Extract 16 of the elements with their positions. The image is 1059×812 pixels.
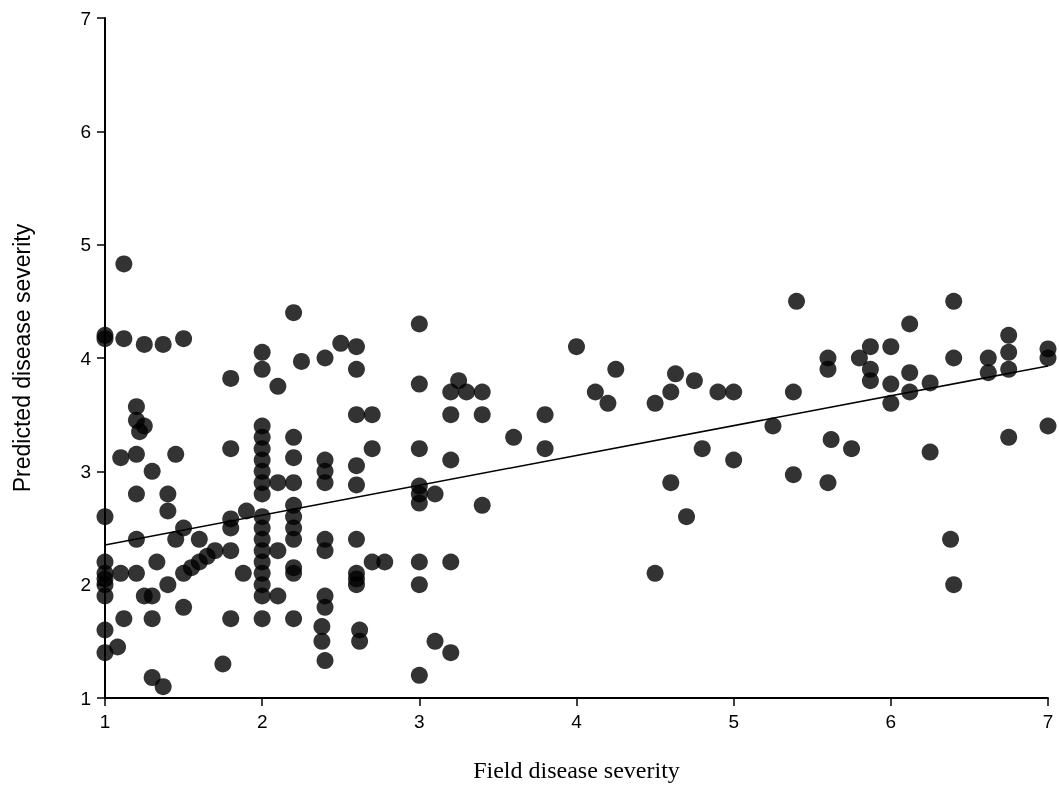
x-tick-label: 2 xyxy=(256,711,268,732)
y-tick-label: 5 xyxy=(80,234,91,256)
y-axis-title: Predicted disease severity xyxy=(8,223,35,493)
x-axis-title: Field disease severity xyxy=(473,757,680,783)
y-tick-label: 4 xyxy=(80,347,92,369)
x-tick-label: 1 xyxy=(99,711,111,732)
y-tick-label: 3 xyxy=(80,460,91,482)
x-tick-label: 4 xyxy=(571,711,583,732)
x-tick-label: 6 xyxy=(885,711,897,732)
y-tick-label: 1 xyxy=(80,687,91,709)
x-tick-label: 5 xyxy=(728,711,739,732)
x-tick-label: 7 xyxy=(1042,711,1054,732)
y-tick-label: 2 xyxy=(80,574,91,596)
y-tick-label: 6 xyxy=(80,120,91,142)
y-tick-label: 7 xyxy=(80,7,91,29)
x-tick-label: 3 xyxy=(414,711,425,732)
